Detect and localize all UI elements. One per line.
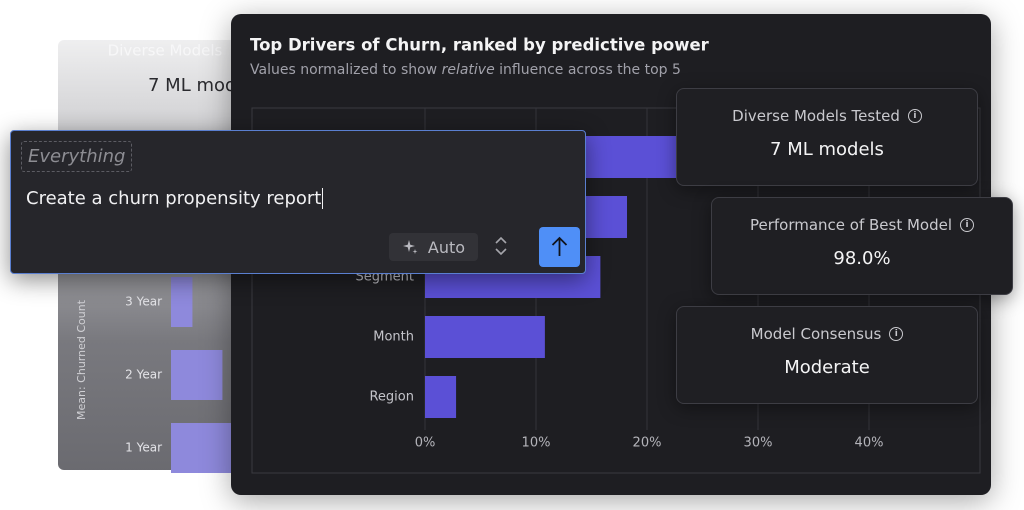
chart-title: Top Drivers of Churn, ranked by predicti…	[250, 36, 710, 55]
subtitle-part: influence across the top 5	[495, 62, 681, 78]
info-icon[interactable]: i	[960, 218, 975, 232]
background-card-title: Diverse Models	[108, 42, 223, 60]
subtitle-part: Values normalized to show	[250, 62, 442, 78]
metric-label: Performance of Best Model	[749, 216, 953, 234]
metric-value: 98.0%	[833, 248, 891, 269]
metric-card: Performance of Best Model i 98.0%	[711, 197, 1013, 295]
mode-selector[interactable]: Everything	[21, 141, 133, 172]
category-label: 1 Year	[125, 441, 162, 455]
bar	[171, 350, 223, 400]
sparkle-icon	[402, 240, 418, 254]
category-label: 2 Year	[125, 368, 162, 382]
x-tick-label: 10%	[522, 436, 551, 451]
send-button[interactable]	[539, 227, 580, 267]
model-chip[interactable]: Auto	[389, 233, 478, 261]
x-tick-label: 0%	[415, 436, 436, 451]
x-tick-label: 30%	[744, 436, 773, 451]
x-tick-label: 20%	[633, 436, 662, 451]
metric-value: 7 ML models	[770, 139, 884, 160]
metric-label: Model Consensus	[750, 325, 882, 343]
bar	[425, 376, 457, 418]
prompt-text[interactable]: Create a churn propensity report	[26, 188, 324, 209]
metric-card: Model Consensus i Moderate	[676, 306, 978, 404]
prompt-box[interactable]: Everything Create a churn propensity rep…	[10, 130, 586, 274]
category-label: Month	[373, 330, 414, 345]
metric-label: Diverse Models Tested	[732, 107, 900, 125]
model-name: Auto	[427, 237, 466, 257]
subtitle-part: relative	[442, 62, 495, 78]
axis-label: Mean: Churned Count	[75, 299, 88, 420]
info-icon[interactable]: i	[907, 109, 922, 123]
model-toggle[interactable]	[494, 235, 508, 257]
info-icon[interactable]: i	[889, 327, 904, 341]
metric-value: Moderate	[784, 357, 870, 378]
x-tick-label: 40%	[855, 436, 884, 451]
category-label: Region	[369, 390, 414, 405]
category-label: 3 Year	[125, 295, 162, 309]
arrow-up-icon	[551, 236, 568, 256]
bar	[171, 277, 193, 327]
chart-subtitle: Values normalized to show relative influ…	[250, 62, 681, 78]
metric-card: Diverse Models Tested i 7 ML models	[676, 88, 978, 186]
bar	[425, 316, 545, 358]
